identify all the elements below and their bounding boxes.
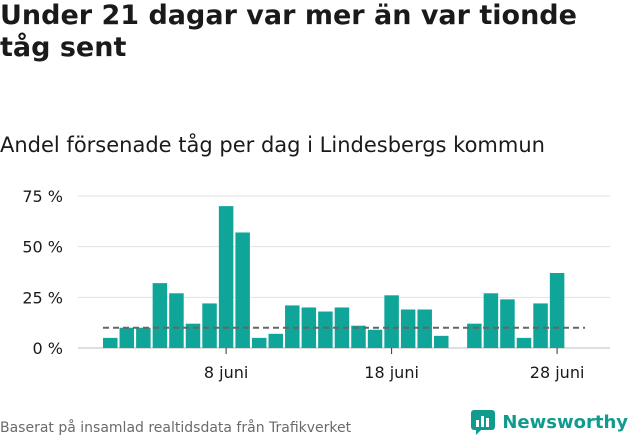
bar <box>400 309 416 348</box>
bar <box>152 283 168 348</box>
bar <box>169 293 184 348</box>
y-tick-label: 0 % <box>33 339 63 358</box>
bar <box>268 333 283 348</box>
y-tick-label: 25 % <box>22 288 63 307</box>
bar <box>483 293 499 348</box>
bar <box>533 303 548 348</box>
chart-subtitle: Andel försenade tåg per dag i Lindesberg… <box>0 133 545 157</box>
x-tick-label: 8 juni <box>204 363 248 382</box>
bar <box>285 305 300 348</box>
bar <box>367 329 383 348</box>
x-tick-label: 18 juni <box>364 363 419 382</box>
bar <box>516 337 532 348</box>
x-tick-label: 28 juni <box>530 363 585 382</box>
bar <box>103 337 118 348</box>
bar <box>218 206 234 348</box>
bar <box>251 337 267 348</box>
source-note: Baserat på insamlad realtidsdata från Tr… <box>0 420 352 436</box>
newsworthy-logo-icon <box>471 410 496 435</box>
y-tick-label: 50 % <box>22 238 63 257</box>
bar <box>119 327 135 348</box>
newsworthy-logo: Newsworthy <box>470 408 628 436</box>
bar <box>136 327 151 348</box>
bar <box>318 311 333 348</box>
bar-chart: 0 % 25 % 50 % 75 % 8 juni 18 juni 28 juni <box>22 187 610 382</box>
bar <box>351 325 366 348</box>
y-tick-label: 75 % <box>22 187 63 206</box>
bar <box>434 335 449 348</box>
bar <box>202 303 217 348</box>
bar <box>235 232 250 348</box>
bar <box>384 295 399 348</box>
bar <box>549 273 565 348</box>
bar <box>500 299 515 348</box>
bar <box>417 309 432 348</box>
bar <box>334 307 350 348</box>
bar <box>185 323 201 348</box>
bar <box>467 323 482 348</box>
brand-name: Newsworthy <box>502 411 628 433</box>
chart-title: Under 21 dagar var mer än var tionde tåg… <box>0 0 577 63</box>
